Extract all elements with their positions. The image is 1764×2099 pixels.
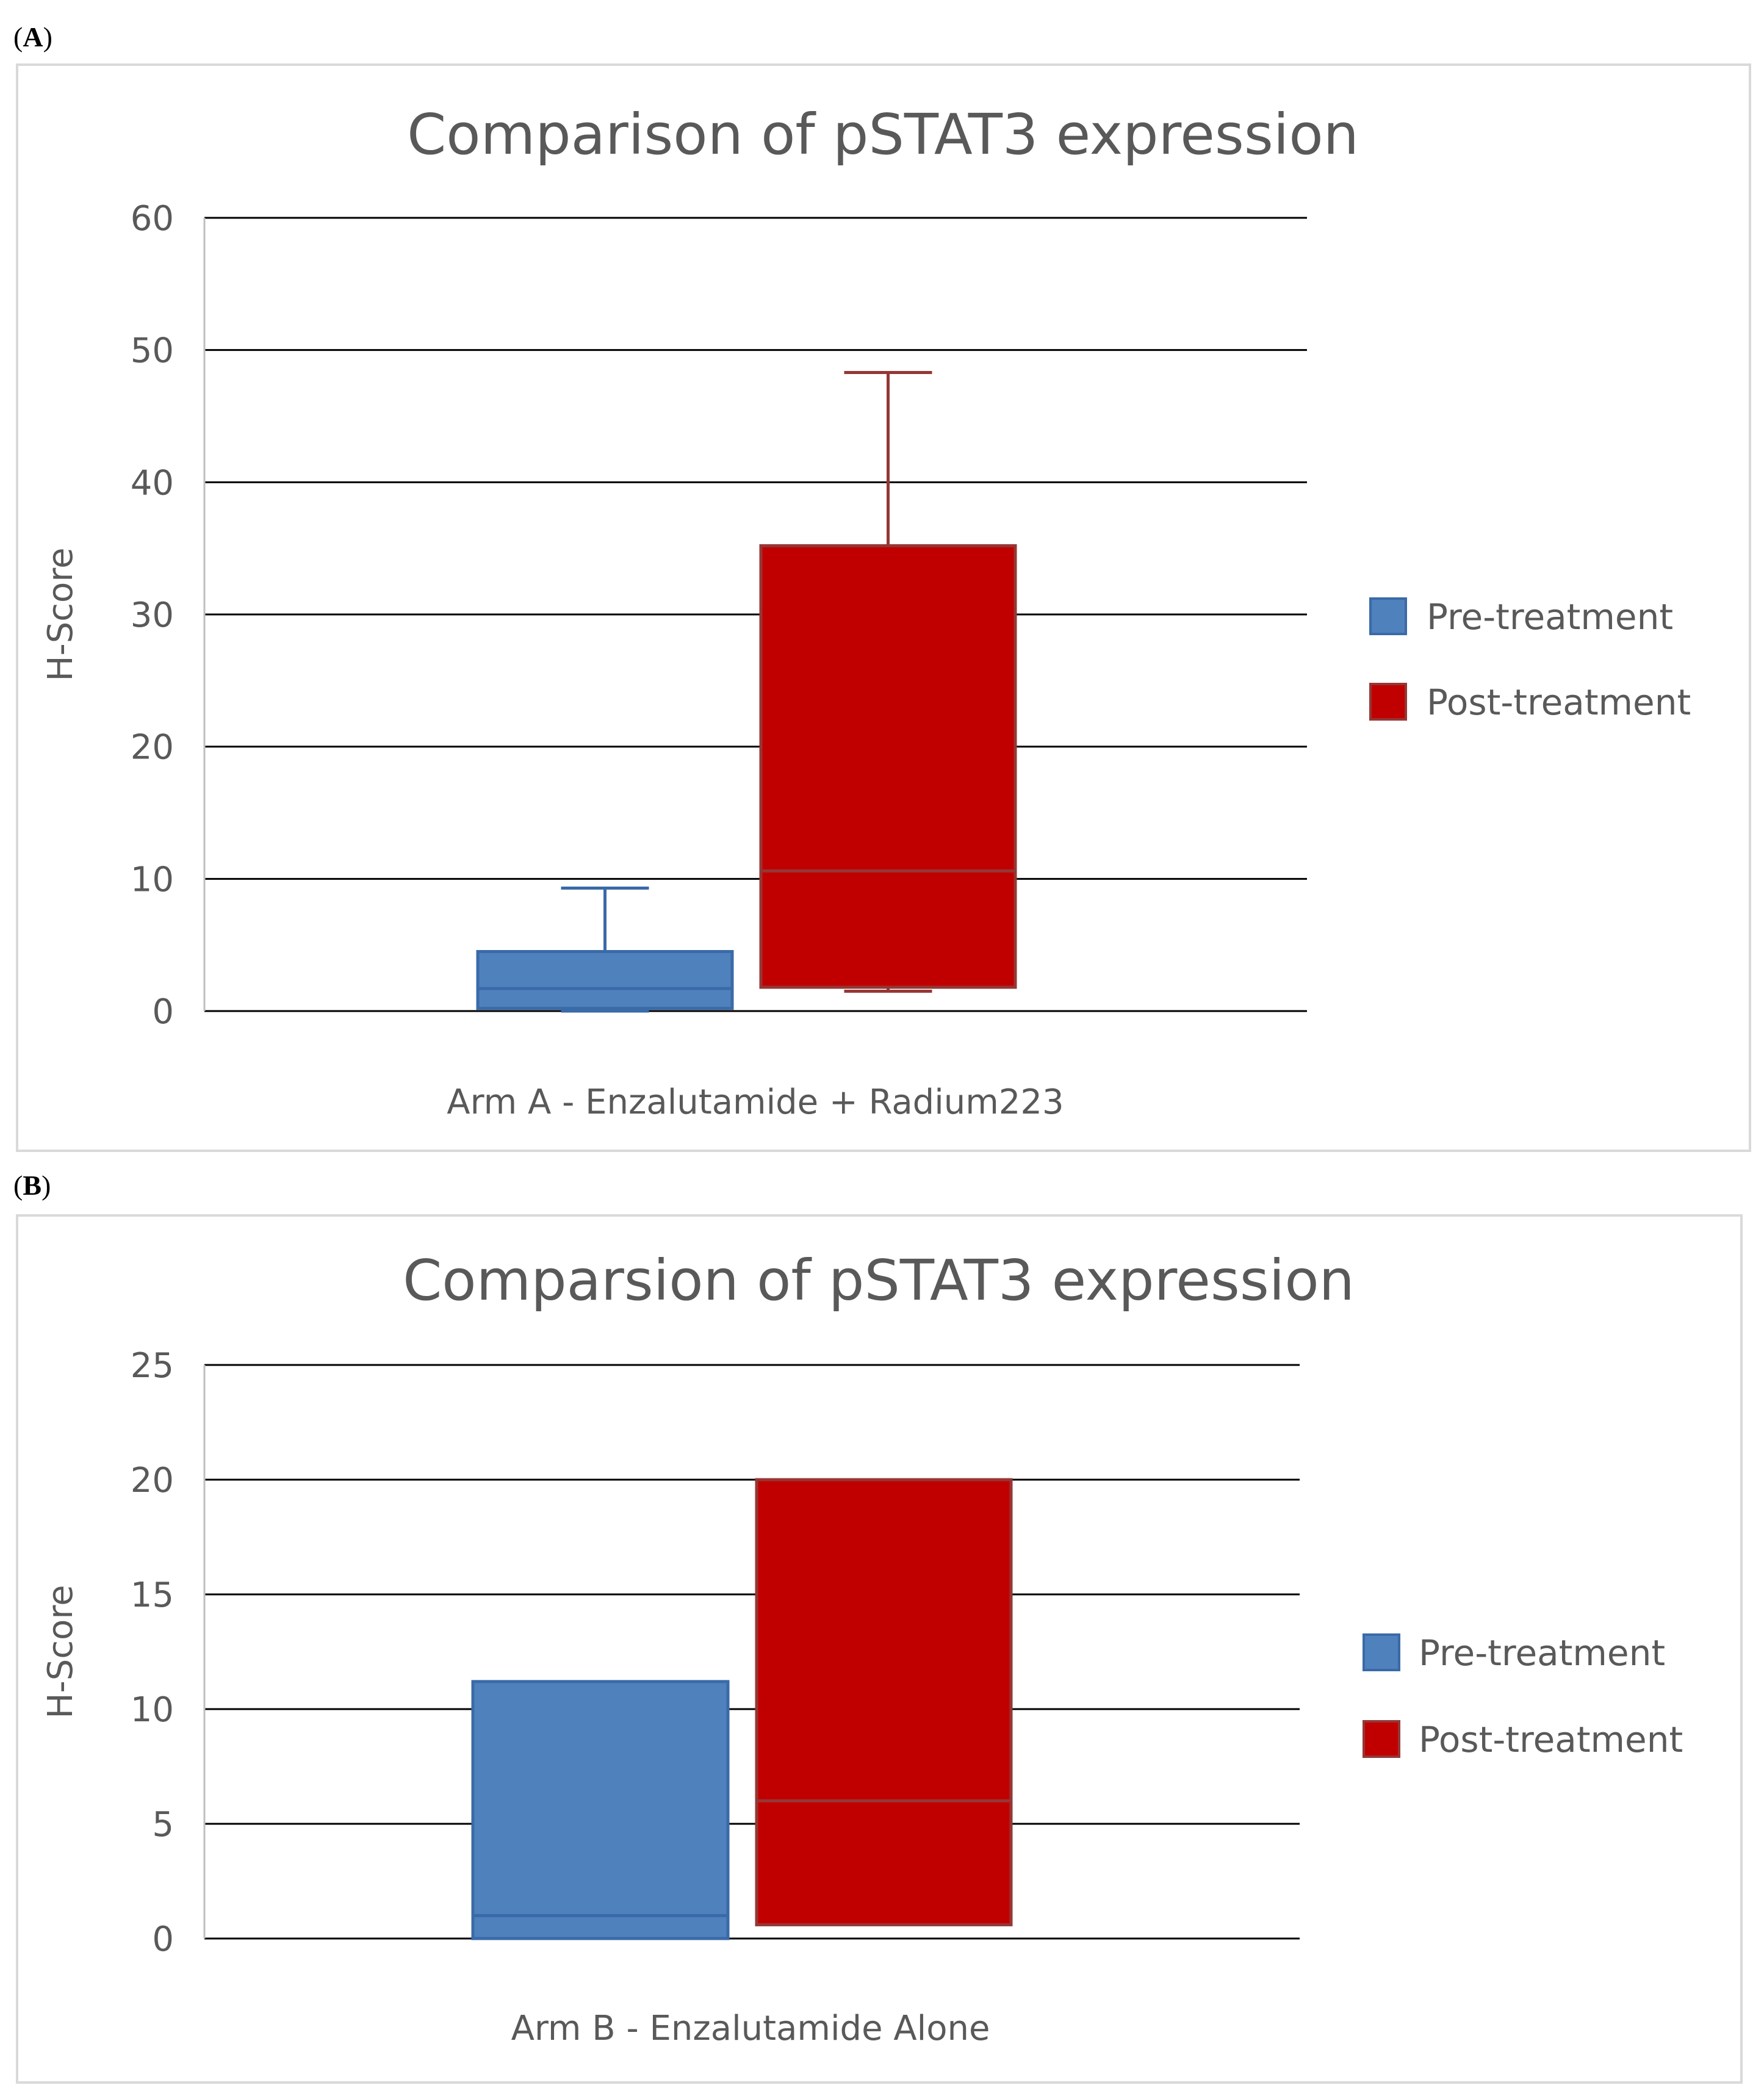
chart-a: Comparison of pSTAT3 expression 0 10 20 30 40… <box>41 102 1691 1122</box>
y-tick-label: 15 <box>131 1575 174 1615</box>
chart-title: Comparison of pSTAT3 expression <box>407 102 1359 167</box>
y-axis-label: H-Score <box>41 547 81 681</box>
y-tick-label: 10 <box>131 860 174 899</box>
y-tick-label: 5 <box>152 1805 174 1845</box>
post-treatment-box <box>755 1478 1013 1926</box>
y-tick-label: 20 <box>131 1461 174 1500</box>
legend-swatch <box>1369 597 1407 635</box>
panel-label-a: (A) <box>13 23 52 51</box>
y-tick-label: 30 <box>131 596 174 635</box>
y-tick-label: 25 <box>131 1346 174 1386</box>
pre-treatment-box <box>476 950 734 1010</box>
panel-label-close: ) <box>43 21 52 52</box>
legend-swatch <box>1363 1720 1400 1758</box>
y-axis-label: H-Score <box>41 1585 81 1718</box>
panel-label-close: ) <box>41 1170 51 1201</box>
panel-label-letter: A <box>23 21 43 52</box>
legend-label: Pre-treatment <box>1419 1632 1665 1674</box>
panel-label-b: (B) <box>13 1172 51 1200</box>
legend-label: Pre-treatment <box>1427 596 1673 638</box>
x-axis-label: Arm B - Enzalutamide Alone <box>511 2009 990 2048</box>
y-tick-label: 50 <box>131 331 174 371</box>
pre-treatment-box <box>471 1680 730 1940</box>
legend-swatch <box>1369 683 1407 721</box>
x-axis-label: Arm A - Enzalutamide + Radium223 <box>447 1082 1064 1122</box>
panel-label-open: ( <box>13 1170 23 1201</box>
legend-swatch <box>1363 1633 1400 1671</box>
y-tick-label: 20 <box>131 728 174 768</box>
y-tick-label: 0 <box>152 992 174 1032</box>
y-tick-label: 10 <box>131 1690 174 1730</box>
legend-label: Post-treatment <box>1427 682 1691 723</box>
chart-title: Comparsion of pSTAT3 expression <box>403 1248 1355 1313</box>
y-tick-label: 0 <box>152 1920 174 1959</box>
panel-label-open: ( <box>13 21 23 52</box>
legend-label: Post-treatment <box>1419 1719 1683 1760</box>
post-treatment-box <box>759 544 1017 989</box>
y-tick-label: 40 <box>131 463 174 503</box>
panel-label-letter: B <box>23 1170 42 1201</box>
y-tick-label: 60 <box>131 199 174 239</box>
